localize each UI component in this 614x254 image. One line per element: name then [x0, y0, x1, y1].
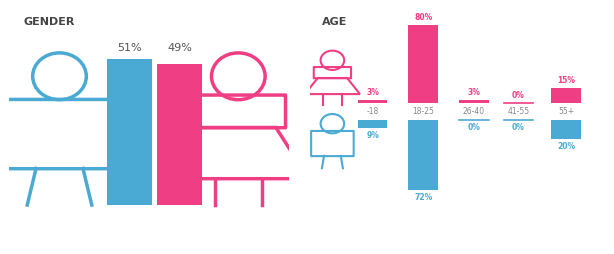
Text: 0%: 0%: [512, 91, 525, 100]
Text: 15%: 15%: [557, 76, 575, 85]
FancyBboxPatch shape: [459, 100, 489, 103]
Text: 72%: 72%: [414, 193, 432, 202]
FancyBboxPatch shape: [408, 120, 438, 190]
Text: 3%: 3%: [467, 88, 480, 97]
FancyBboxPatch shape: [157, 65, 202, 205]
Text: 20%: 20%: [557, 142, 575, 151]
Text: AGE: AGE: [322, 17, 348, 27]
FancyBboxPatch shape: [107, 59, 152, 205]
Text: 0%: 0%: [467, 123, 480, 132]
FancyBboxPatch shape: [551, 120, 581, 139]
Text: 49%: 49%: [167, 43, 192, 53]
FancyBboxPatch shape: [551, 88, 581, 103]
Text: 26-40: 26-40: [463, 107, 485, 116]
Text: -18: -18: [367, 107, 379, 116]
FancyBboxPatch shape: [358, 100, 387, 103]
FancyBboxPatch shape: [358, 120, 387, 129]
Text: 51%: 51%: [117, 43, 142, 53]
Text: GENDER: GENDER: [23, 17, 74, 27]
Text: 80%: 80%: [414, 13, 432, 22]
Text: 0%: 0%: [512, 123, 525, 132]
Text: 18-25: 18-25: [412, 107, 434, 116]
Text: 55+: 55+: [558, 107, 574, 116]
FancyBboxPatch shape: [306, 2, 612, 252]
FancyBboxPatch shape: [5, 2, 293, 252]
Text: 3%: 3%: [366, 88, 379, 97]
Text: 9%: 9%: [366, 131, 379, 140]
Text: 41-55: 41-55: [507, 107, 530, 116]
FancyBboxPatch shape: [408, 25, 438, 103]
